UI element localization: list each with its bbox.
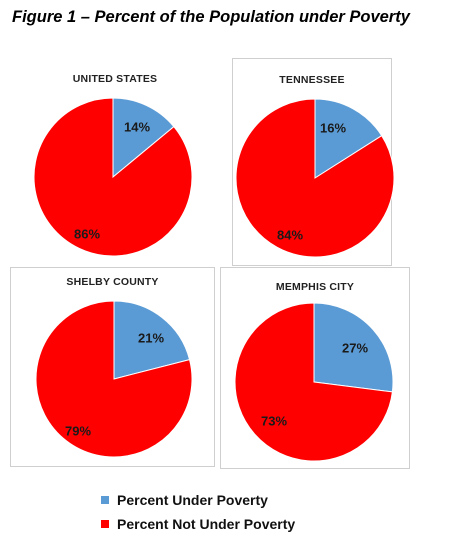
pie-slice-not-under-poverty: [35, 300, 193, 458]
pie-title: TENNESSEE: [279, 74, 345, 86]
pie-chart: 21% 79%: [35, 300, 193, 458]
pie-data-label: 16%: [320, 120, 346, 135]
pie-slice-not-under-poverty: [33, 97, 193, 257]
legend-item-under-poverty: Percent Under Poverty: [101, 488, 295, 512]
pie-slice-under-poverty: [112, 97, 175, 179]
pie-title: UNITED STATES: [72, 73, 158, 85]
pie-chart: 16% 84%: [235, 98, 395, 258]
pie-slice-under-poverty: [313, 302, 394, 393]
pie-data-label: 84%: [277, 227, 303, 242]
pie-data-label: 21%: [138, 330, 164, 345]
pie-panel-united-states: UNITED STATES 14% 86%: [10, 58, 220, 263]
pie-title: MEMPHIS CITY: [275, 281, 355, 293]
pie-slice-not-under-poverty: [234, 302, 393, 462]
pie-title: SHELBY COUNTY: [66, 276, 159, 288]
pie-panel-tennessee: TENNESSEE 16% 84%: [232, 58, 395, 266]
pie-slice-under-poverty: [113, 300, 191, 380]
pie-data-label: 73%: [261, 413, 287, 428]
legend-swatch-red: [101, 520, 109, 528]
pie-data-label: 14%: [124, 119, 150, 134]
pie-panel-memphis-city: MEMPHIS CITY 27% 73%: [220, 267, 410, 469]
pie-data-label: 79%: [65, 423, 91, 438]
pie-data-label: 86%: [74, 226, 100, 241]
legend-item-not-under-poverty: Percent Not Under Poverty: [101, 512, 295, 536]
figure-title: Figure 1 – Percent of the Population und…: [12, 8, 410, 26]
legend-label: Percent Under Poverty: [117, 492, 268, 508]
pie-data-label: 27%: [342, 340, 368, 355]
pie-chart: 14% 86%: [33, 97, 193, 257]
legend-label: Percent Not Under Poverty: [117, 516, 296, 532]
legend-swatch-blue: [101, 496, 109, 504]
pie-chart: 27% 73%: [234, 302, 394, 462]
pie-slice-under-poverty: [314, 98, 383, 179]
pie-slice-not-under-poverty: [235, 98, 395, 258]
legend: Percent Under Poverty Percent Not Under …: [101, 488, 295, 536]
pie-panel-shelby-county: SHELBY COUNTY 21% 79%: [10, 267, 215, 467]
